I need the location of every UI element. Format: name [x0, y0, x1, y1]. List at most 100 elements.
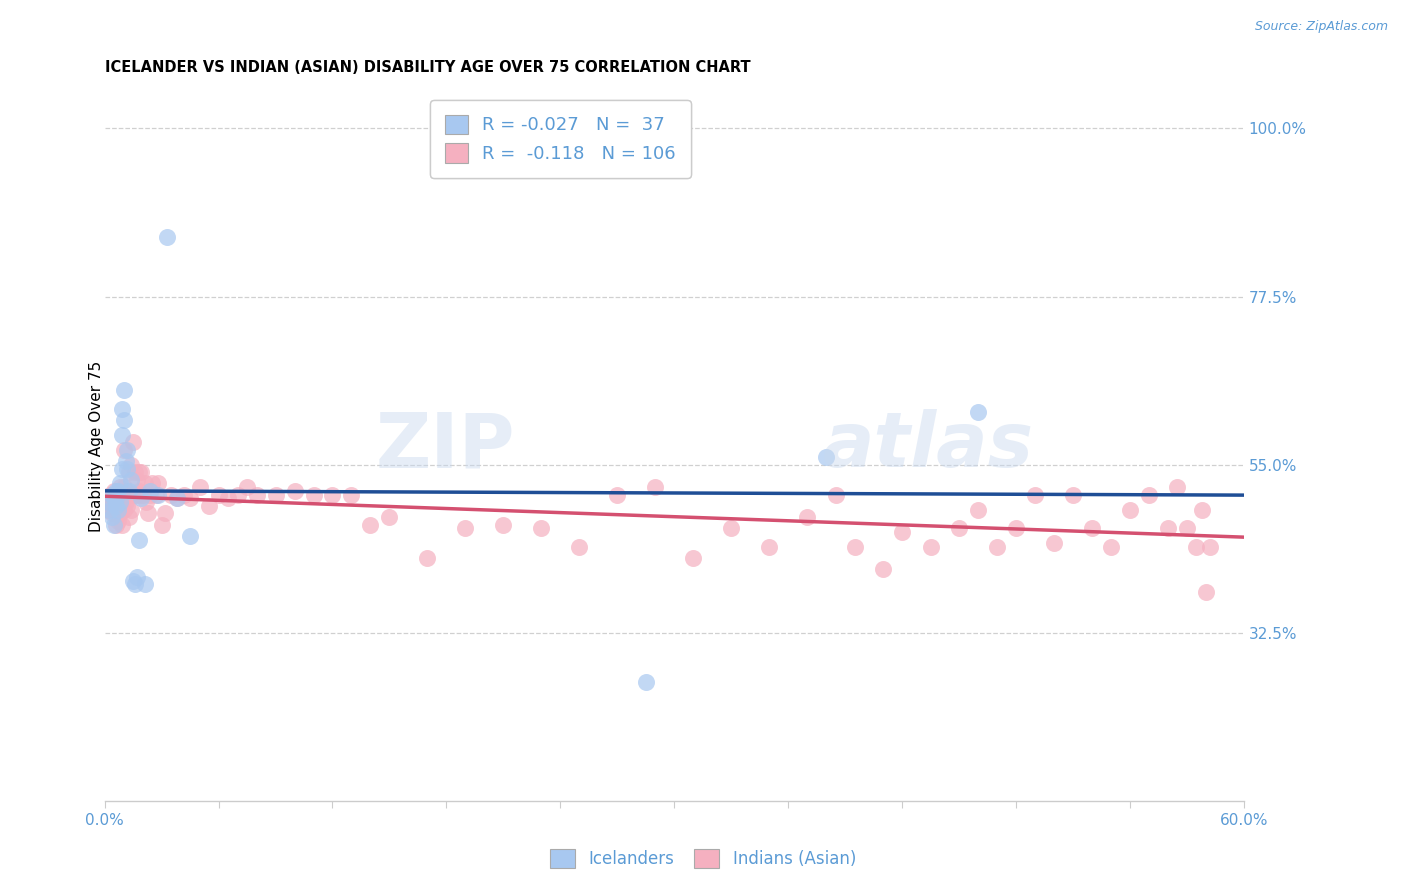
- Point: [156, 229, 179, 244]
- Point: [948, 521, 970, 535]
- Point: [179, 529, 201, 543]
- Point: [530, 521, 553, 535]
- Point: [97, 495, 120, 509]
- Point: [160, 488, 183, 502]
- Point: [112, 502, 135, 516]
- Point: [122, 574, 145, 588]
- Point: [891, 524, 914, 539]
- Point: [606, 488, 628, 502]
- Point: [107, 483, 129, 498]
- Point: [117, 461, 139, 475]
- Point: [108, 495, 131, 509]
- Point: [135, 495, 157, 509]
- Point: [125, 488, 148, 502]
- Point: [105, 491, 128, 506]
- Point: [112, 413, 135, 427]
- Point: [1175, 521, 1198, 535]
- Point: [340, 488, 363, 502]
- Point: [97, 502, 120, 516]
- Point: [118, 510, 141, 524]
- Point: [568, 540, 591, 554]
- Point: [1024, 488, 1046, 502]
- Point: [321, 488, 343, 502]
- Point: [107, 514, 129, 528]
- Point: [454, 521, 477, 535]
- Point: [103, 495, 125, 509]
- Text: atlas: atlas: [823, 409, 1033, 483]
- Point: [108, 507, 131, 521]
- Point: [967, 502, 990, 516]
- Point: [920, 540, 942, 554]
- Point: [108, 480, 131, 494]
- Point: [122, 435, 145, 450]
- Point: [1185, 540, 1208, 554]
- Legend: Icelanders, Indians (Asian): Icelanders, Indians (Asian): [543, 843, 863, 875]
- Point: [1166, 480, 1188, 494]
- Point: [129, 491, 152, 506]
- Point: [111, 488, 134, 502]
- Point: [146, 476, 169, 491]
- Point: [107, 502, 129, 516]
- Point: [101, 510, 124, 524]
- Point: [1005, 521, 1028, 535]
- Point: [1195, 585, 1218, 599]
- Legend: R = -0.027   N =  37, R =  -0.118   N = 106: R = -0.027 N = 37, R = -0.118 N = 106: [430, 100, 690, 178]
- Point: [128, 465, 150, 479]
- Point: [302, 488, 325, 502]
- Point: [815, 450, 838, 465]
- Point: [111, 461, 134, 475]
- Point: [986, 540, 1008, 554]
- Point: [720, 521, 742, 535]
- Point: [112, 442, 135, 457]
- Point: [97, 491, 120, 506]
- Point: [103, 491, 125, 506]
- Point: [131, 488, 153, 502]
- Y-axis label: Disability Age Over 75: Disability Age Over 75: [89, 360, 104, 532]
- Point: [758, 540, 780, 554]
- Point: [105, 483, 128, 498]
- Point: [128, 483, 150, 498]
- Point: [105, 488, 128, 502]
- Point: [166, 491, 188, 506]
- Point: [112, 480, 135, 494]
- Point: [105, 499, 128, 513]
- Point: [118, 483, 141, 498]
- Point: [105, 517, 128, 532]
- Point: [141, 476, 163, 491]
- Point: [134, 476, 156, 491]
- Point: [682, 551, 704, 566]
- Point: [644, 480, 666, 494]
- Point: [129, 488, 152, 502]
- Point: [120, 458, 142, 472]
- Point: [492, 517, 515, 532]
- Text: ZIP: ZIP: [375, 409, 515, 483]
- Point: [114, 495, 136, 509]
- Point: [634, 674, 657, 689]
- Point: [245, 488, 267, 502]
- Point: [179, 491, 201, 506]
- Point: [128, 533, 150, 547]
- Point: [120, 502, 142, 516]
- Point: [114, 454, 136, 468]
- Point: [198, 499, 221, 513]
- Point: [114, 483, 136, 498]
- Point: [207, 488, 229, 502]
- Point: [824, 488, 846, 502]
- Point: [217, 491, 239, 506]
- Point: [98, 499, 121, 513]
- Point: [1043, 536, 1066, 550]
- Point: [112, 383, 135, 397]
- Point: [103, 517, 125, 532]
- Point: [124, 488, 146, 502]
- Point: [96, 495, 118, 509]
- Point: [173, 488, 195, 502]
- Point: [120, 473, 142, 487]
- Point: [124, 465, 146, 479]
- Point: [967, 405, 990, 419]
- Point: [1157, 521, 1180, 535]
- Point: [145, 488, 167, 502]
- Point: [107, 502, 129, 516]
- Point: [796, 510, 818, 524]
- Point: [188, 480, 211, 494]
- Point: [105, 502, 128, 516]
